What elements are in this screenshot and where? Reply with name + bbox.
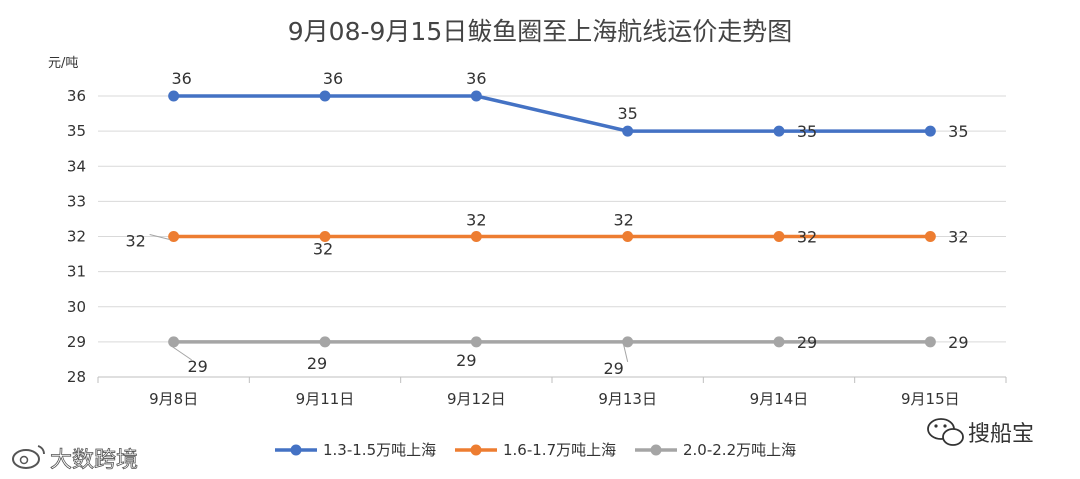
data-point (319, 231, 331, 242)
data-label: 35 (617, 104, 637, 123)
x-axis-ticks: 9月8日 9月11日 9月12日 9月13日 9月14日 9月15日 (149, 390, 960, 408)
data-point (622, 231, 634, 242)
data-label: 29 (603, 359, 623, 378)
label-leader-line (623, 344, 629, 362)
watermark-left: 大数跨境 (12, 445, 138, 473)
y-tick-label: 32 (67, 228, 86, 246)
data-point (168, 336, 180, 348)
data-point (168, 90, 180, 102)
data-label: 35 (948, 122, 968, 141)
x-tick-label: 9月12日 (447, 390, 506, 408)
watermark-right: 搜船宝 (927, 418, 1034, 447)
data-label: 29 (456, 351, 476, 370)
series-line-1 (173, 94, 931, 133)
y-axis-ticks: 28 29 30 31 32 33 34 35 36 (67, 87, 86, 386)
data-label: 29 (187, 357, 207, 376)
data-point (470, 336, 482, 348)
y-tick-label: 33 (67, 192, 86, 210)
y-tick-label: 34 (67, 157, 86, 175)
x-tick-label: 9月13日 (598, 390, 657, 408)
watermark-left-text: 大数跨境 (50, 448, 138, 473)
data-label: 32 (313, 240, 333, 259)
x-tick-label: 9月15日 (901, 390, 960, 408)
data-label: 36 (466, 69, 486, 88)
data-point (773, 336, 785, 348)
y-tick-label: 36 (67, 87, 86, 105)
y-axis-label: 元/吨 (48, 56, 78, 71)
y-tick-label: 29 (67, 333, 86, 351)
wechat-icon (927, 418, 964, 446)
data-label: 35 (797, 122, 817, 141)
y-tick-label: 28 (67, 368, 86, 386)
x-tick-label: 9月14日 (750, 390, 809, 408)
data-label: 36 (323, 69, 343, 88)
chart-title: 9月08-9月15日鲅鱼圈至上海航线运价走势图 (288, 17, 792, 46)
data-labels: 36 36 36 35 35 35 32 32 32 32 32 32 29 29 29 29 29 29 (125, 69, 968, 378)
data-point (168, 231, 180, 242)
data-point (773, 231, 785, 242)
series-lines (168, 90, 936, 348)
data-label: 32 (613, 211, 633, 230)
data-label: 29 (307, 354, 327, 373)
data-point (622, 336, 634, 348)
x-tick-label: 9月8日 (149, 390, 198, 408)
label-leader-line (169, 344, 192, 361)
legend-swatch-marker (650, 444, 662, 456)
data-point (470, 90, 482, 102)
legend-swatch-marker (470, 444, 482, 456)
x-tick-label: 9月11日 (296, 390, 355, 408)
legend-label: 1.3-1.5万吨上海 (323, 441, 436, 459)
data-label: 29 (948, 333, 968, 352)
weibo-icon (12, 445, 45, 469)
data-label: 32 (466, 211, 486, 230)
data-point (319, 336, 331, 348)
label-leader-line (149, 234, 170, 240)
data-point (773, 125, 785, 137)
legend-label: 1.6-1.7万吨上海 (503, 441, 616, 459)
data-label: 32 (125, 232, 145, 251)
legend-swatch-marker (290, 444, 302, 456)
y-tick-label: 30 (67, 298, 86, 316)
data-point (319, 90, 331, 102)
y-tick-label: 35 (67, 122, 86, 140)
watermark-right-text: 搜船宝 (968, 422, 1034, 447)
data-label: 29 (797, 333, 817, 352)
data-point (924, 125, 936, 137)
legend: 1.3-1.5万吨上海 1.6-1.7万吨上海 2.0-2.2万吨上海 (275, 441, 796, 459)
y-tick-label: 31 (67, 263, 86, 281)
data-label: 36 (171, 69, 191, 88)
data-point (622, 125, 634, 137)
data-point (924, 231, 936, 242)
data-label: 32 (948, 228, 968, 247)
legend-label: 2.0-2.2万吨上海 (683, 441, 796, 459)
data-point (924, 336, 936, 348)
data-point (470, 231, 482, 242)
data-label: 32 (797, 228, 817, 247)
x-axis (97, 376, 1007, 383)
